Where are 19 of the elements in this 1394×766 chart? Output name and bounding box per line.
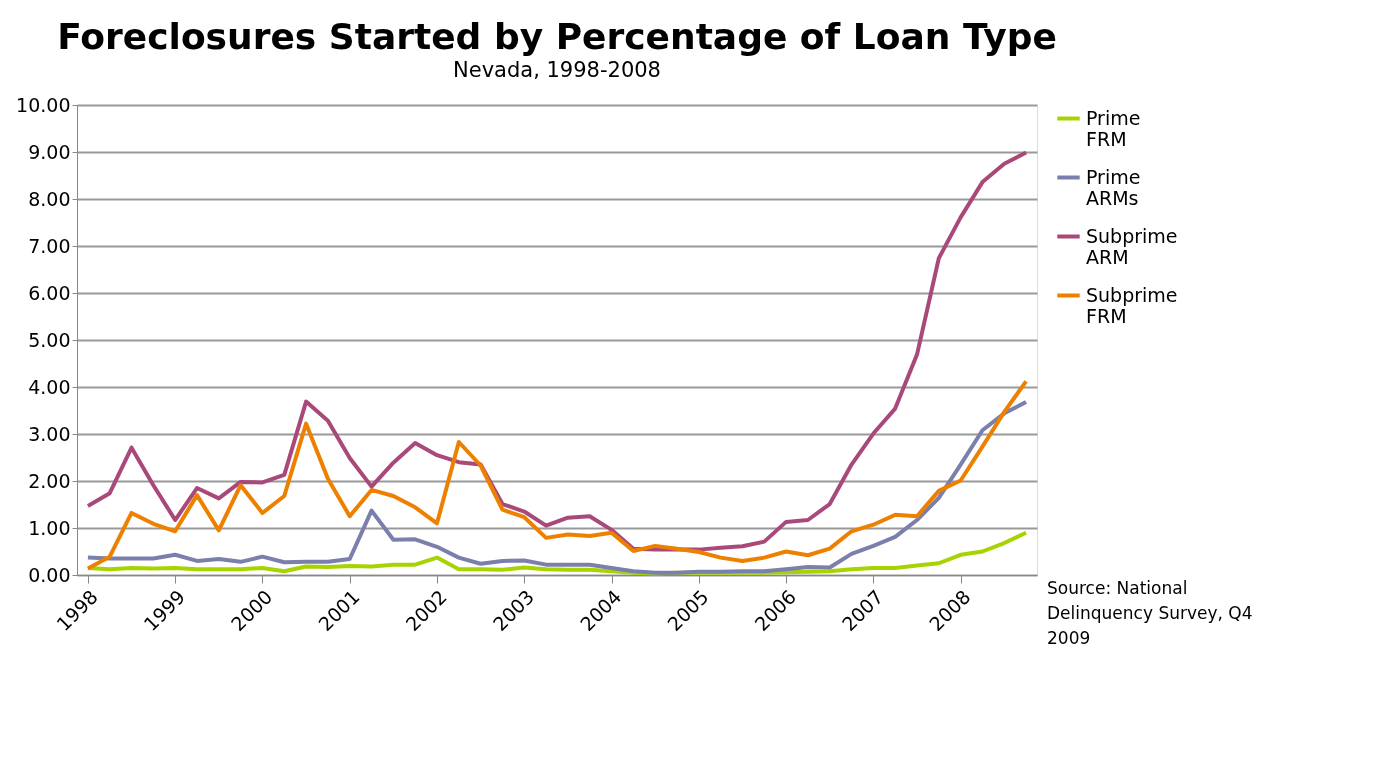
- y-tick-label: 3.00: [28, 422, 71, 445]
- y-tick-label: 7.00: [28, 234, 71, 257]
- y-tick-label: 0.00: [28, 563, 71, 586]
- line-series: [85, 150, 1029, 552]
- y-tick-label: 10.00: [16, 93, 71, 116]
- chart-title: Foreclosures Started by Percentage of Loan Type: [57, 16, 1057, 57]
- y-tick-label: 9.00: [28, 140, 71, 163]
- y-tick-label: 4.00: [28, 375, 71, 398]
- y-tick-label: 1.00: [28, 516, 71, 539]
- y-tick-label: 2.00: [28, 469, 71, 492]
- y-tick-label: 8.00: [28, 187, 71, 210]
- source-note: Source: National Delinquency Survey, Q4 2009: [1047, 578, 1253, 648]
- legend-label: Subprime FRM: [1086, 283, 1178, 327]
- legend-label: Prime FRM: [1086, 106, 1141, 150]
- legend-label: Subprime ARM: [1086, 224, 1178, 268]
- chart-subtitle: Nevada, 1998-2008: [453, 58, 661, 82]
- legend-label: Prime ARMs: [1086, 165, 1141, 209]
- y-tick-label: 5.00: [28, 328, 71, 351]
- y-tick-label: 6.00: [28, 281, 71, 304]
